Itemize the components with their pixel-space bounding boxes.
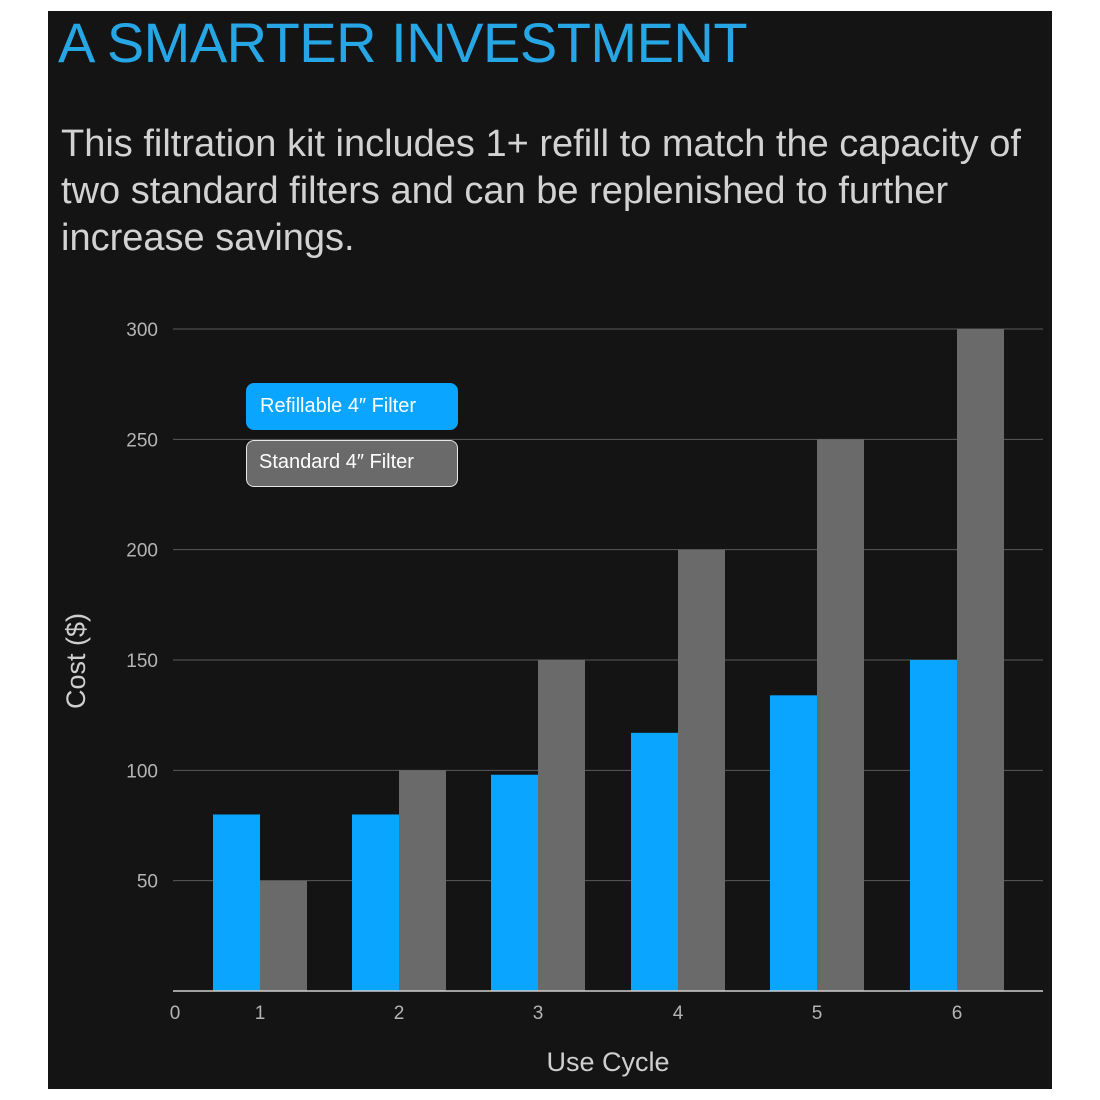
y-tick-label-250: 250 (126, 430, 158, 451)
legend-item-refillable: Refillable 4″ Filter (246, 383, 458, 430)
y-tick-label-150: 150 (126, 651, 158, 672)
page-title: A SMARTER INVESTMENT (58, 11, 748, 74)
x-tick-label-6: 6 (952, 1003, 963, 1024)
legend-item-standard: Standard 4″ Filter (246, 440, 458, 487)
bar-standard-1 (260, 880, 307, 991)
y-axis-title: Cost ($) (61, 613, 91, 709)
x-tick-label-1: 1 (255, 1003, 266, 1024)
bar-refillable-1 (213, 814, 260, 991)
y-tick-label-100: 100 (126, 761, 158, 782)
bar-refillable-5 (770, 695, 817, 991)
bar-standard-6 (957, 329, 1004, 991)
bar-standard-5 (817, 439, 864, 991)
bar-standard-4 (678, 549, 725, 991)
y-tick-label-300: 300 (126, 320, 158, 341)
bar-refillable-4 (631, 732, 678, 991)
x-tick-label-4: 4 (673, 1003, 684, 1024)
cost-bar-chart: 50 100 150 200 250 300 0 1 2 3 4 5 6 Use Cycle Cost ($… (61, 320, 1043, 1077)
y-tick-label-50: 50 (137, 872, 158, 893)
y-tick-label-200: 200 (126, 541, 158, 562)
x-axis-title: Use Cycle (546, 1047, 669, 1077)
bar-standard-3 (538, 660, 585, 991)
x-tick-label-2: 2 (394, 1003, 405, 1024)
bar-refillable-3 (491, 774, 538, 991)
bar-refillable-6 (910, 660, 957, 991)
x-tick-label-0: 0 (170, 1003, 181, 1024)
bar-refillable-2 (352, 814, 399, 991)
x-tick-label-3: 3 (533, 1003, 544, 1024)
description-text: This filtration kit includes 1+ refill t… (61, 123, 1021, 259)
x-tick-label-5: 5 (812, 1003, 823, 1024)
bar-standard-2 (399, 770, 446, 991)
infographic-panel: A SMARTER INVESTMENT This filtration kit… (48, 11, 1052, 1089)
